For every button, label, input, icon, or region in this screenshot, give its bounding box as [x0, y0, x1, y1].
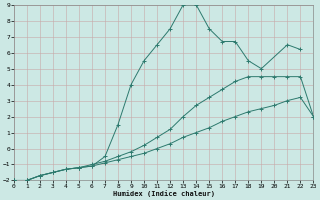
X-axis label: Humidex (Indice chaleur): Humidex (Indice chaleur): [113, 190, 215, 197]
